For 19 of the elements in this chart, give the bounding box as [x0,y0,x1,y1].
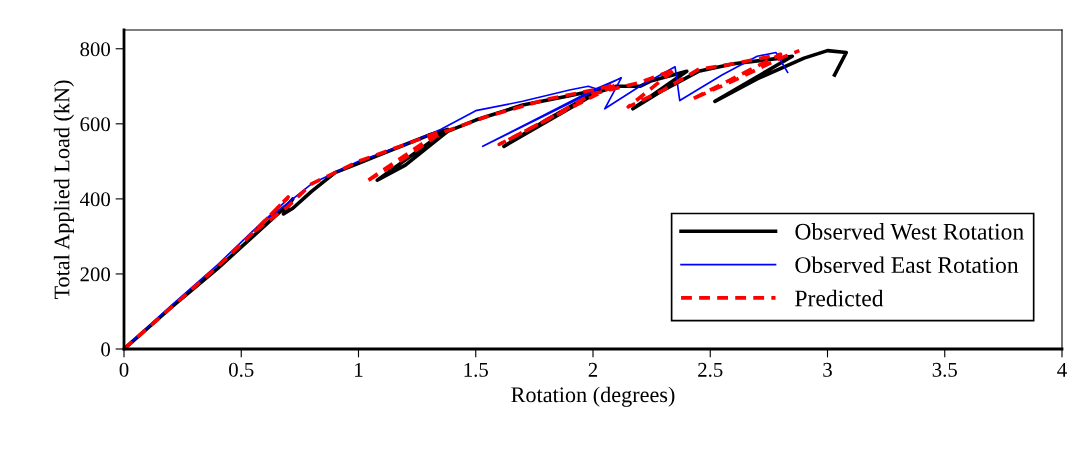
legend-label: Observed West Rotation [795,223,1024,240]
y-tick-label: 400 [79,192,111,207]
x-tick-label: 1.5 [464,362,488,377]
x-tick-label: 3 [823,362,832,377]
legend-label: Predicted [795,289,884,307]
y-tick-label: 600 [80,117,111,132]
x-tick-label: 1 [355,362,363,377]
y-tick-label: 200 [80,267,111,282]
x-tick-label: 0 [119,362,129,377]
y-tick-label: 800 [80,42,111,57]
x-tick-label: 2.5 [698,362,723,377]
legend-label: Observed East Rotation [795,256,1019,274]
x-tick-label: 2 [588,362,598,377]
x-tick-label: 0.5 [229,362,254,377]
y-tick-label: 0 [101,342,111,357]
x-tick-label: 4 [1057,362,1067,377]
x-axis-title: Rotation (degrees) [511,386,675,407]
x-tick-label: 3.5 [932,362,957,377]
y-axis-title: Total Applied Load (kN) [53,80,74,300]
